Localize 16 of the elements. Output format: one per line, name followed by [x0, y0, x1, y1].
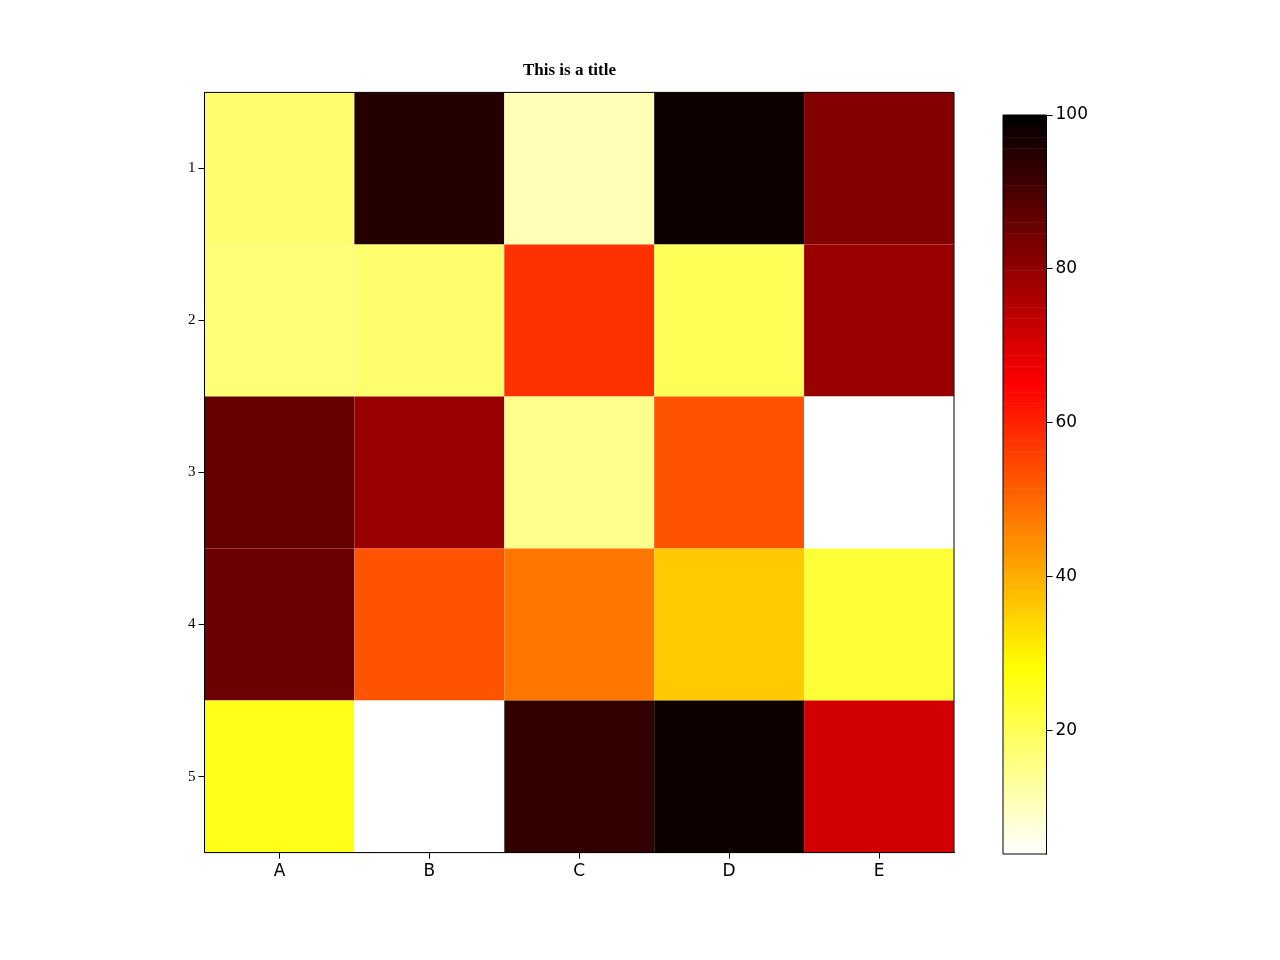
color-bar-label: 20 — [1055, 719, 1078, 740]
color-bar-label: 60 — [1055, 411, 1078, 432]
color-bar-label: 40 — [1055, 565, 1078, 586]
color-bar-label: 100 — [1055, 103, 1088, 124]
y-tick-label: 5 — [188, 767, 196, 784]
y-tick-label: 1 — [188, 159, 196, 176]
x-tick-label: E — [873, 860, 885, 881]
x-tick-label: A — [273, 860, 286, 881]
x-tick-label: B — [423, 860, 436, 881]
x-tick-label: D — [722, 860, 736, 881]
x-tick-label: C — [573, 860, 586, 881]
y-tick-label: 3 — [188, 463, 196, 480]
y-tick-label: 4 — [188, 615, 196, 632]
y-tick-label: 2 — [188, 311, 196, 328]
chart-title: This is a title — [522, 59, 617, 79]
color-bar-label: 80 — [1055, 257, 1078, 278]
